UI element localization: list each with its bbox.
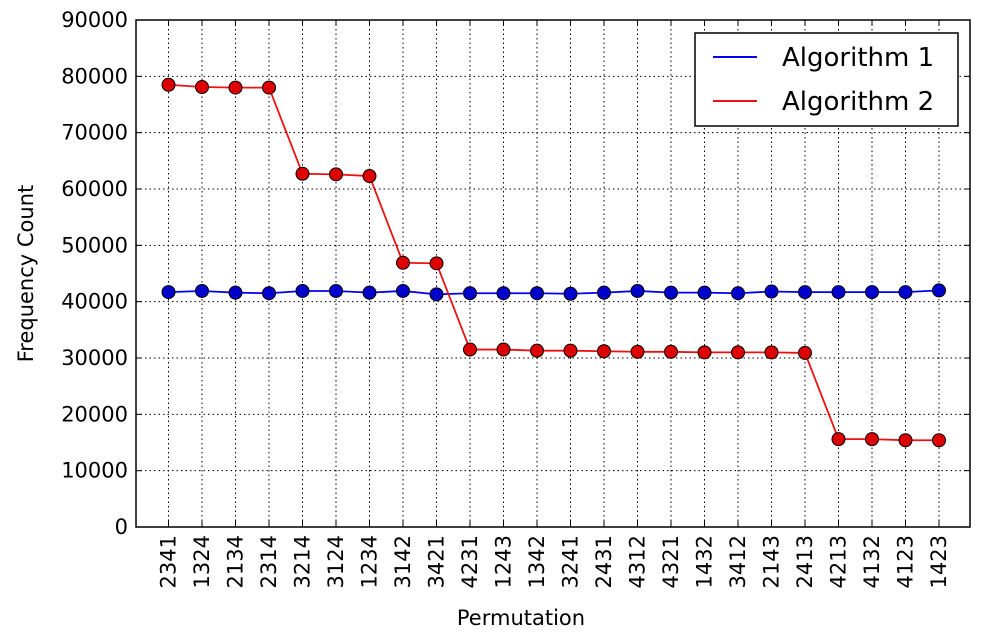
data-point	[396, 283, 410, 298]
x-tick-label: 3412	[726, 535, 750, 588]
data-point	[429, 256, 444, 271]
legend-box	[694, 32, 959, 127]
data-point	[563, 343, 578, 358]
x-tick-label: 1432	[693, 535, 717, 588]
data-point	[630, 344, 645, 359]
data-point	[664, 285, 678, 300]
x-tick-label: 3421	[425, 535, 449, 588]
x-tick-label: 3214	[291, 535, 315, 588]
y-tick-label: 80000	[61, 64, 128, 88]
x-tick-label: 2431	[592, 535, 616, 588]
data-point	[463, 342, 477, 357]
data-point	[496, 286, 511, 301]
data-point	[262, 286, 276, 301]
data-point	[764, 284, 779, 299]
x-tick-label: 2341	[157, 535, 181, 588]
data-point	[195, 283, 209, 298]
y-tick-label: 50000	[61, 233, 128, 257]
data-point	[664, 344, 678, 359]
data-point	[295, 283, 310, 298]
data-point	[429, 287, 444, 302]
y-tick-label: 60000	[61, 177, 128, 201]
grid	[136, 20, 970, 527]
data-point	[798, 285, 812, 300]
data-point	[161, 285, 176, 300]
data-point	[295, 166, 310, 181]
y-tick-label: 40000	[61, 290, 128, 314]
data-point	[597, 344, 611, 359]
x-tick-label: 2314	[257, 535, 281, 588]
x-tick-label: 4132	[860, 535, 884, 588]
x-tick-label: 4312	[626, 535, 650, 588]
x-tick-label: 1243	[492, 535, 516, 588]
data-point	[597, 285, 611, 300]
x-tick-label: 4321	[659, 535, 683, 588]
data-point	[396, 255, 410, 270]
data-point	[697, 285, 712, 300]
legend-label: Algorithm 1	[782, 43, 934, 73]
y-tick-label: 70000	[61, 121, 128, 145]
data-point	[764, 345, 779, 360]
data-point	[932, 433, 946, 448]
data-point	[563, 286, 578, 301]
x-tick-label: 3142	[391, 535, 415, 588]
y-tick-label: 20000	[61, 402, 128, 426]
y-tick-label: 0	[115, 515, 128, 539]
x-tick-label: 3124	[324, 535, 348, 588]
data-point	[898, 433, 913, 448]
data-point	[831, 432, 846, 447]
data-point	[463, 286, 477, 301]
data-point	[798, 345, 812, 360]
data-point	[496, 342, 511, 357]
series-1	[161, 283, 946, 302]
x-tick-label: 4231	[458, 535, 482, 588]
plot-frame	[135, 19, 971, 528]
x-tick-label: 1342	[525, 535, 549, 588]
x-tick-label: 2413	[793, 535, 817, 588]
data-point	[362, 169, 377, 184]
data-point	[932, 283, 946, 298]
series-line	[168, 289, 940, 296]
x-tick-label: 1423	[927, 535, 951, 588]
data-point	[329, 283, 343, 298]
data-point	[530, 343, 544, 358]
y-tick-label: 10000	[61, 459, 128, 483]
data-point	[228, 285, 243, 300]
x-tick-label: 1324	[190, 535, 214, 588]
x-axis-label: Permutation	[457, 606, 585, 630]
data-point	[228, 80, 243, 95]
data-point	[362, 285, 377, 300]
x-tick-label: 3241	[559, 535, 583, 588]
data-point	[898, 285, 913, 300]
series-line	[168, 83, 939, 442]
data-point	[195, 80, 209, 95]
y-axis-label: Frequency Count	[14, 185, 38, 363]
data-point	[731, 345, 745, 360]
legend-label: Algorithm 2	[782, 87, 934, 117]
data-point	[161, 77, 176, 92]
y-tick-label: 30000	[61, 346, 128, 370]
x-tick-label: 4123	[894, 535, 918, 588]
data-point	[865, 285, 879, 300]
x-tick-label: 2143	[760, 535, 784, 588]
legend: Algorithm 1 Algorithm 2	[694, 32, 959, 127]
data-point	[731, 286, 745, 301]
series-2	[161, 77, 946, 448]
x-tick-label: 2134	[224, 535, 248, 588]
data-point	[262, 80, 276, 95]
data-point	[865, 432, 879, 447]
data-point	[530, 286, 544, 301]
x-tick-label: 1234	[358, 535, 382, 588]
data-point	[630, 283, 645, 298]
data-point	[831, 285, 846, 300]
y-tick-label: 90000	[61, 8, 128, 32]
data-point	[329, 167, 343, 182]
data-point	[697, 345, 712, 360]
x-tick-label: 4213	[827, 535, 851, 588]
